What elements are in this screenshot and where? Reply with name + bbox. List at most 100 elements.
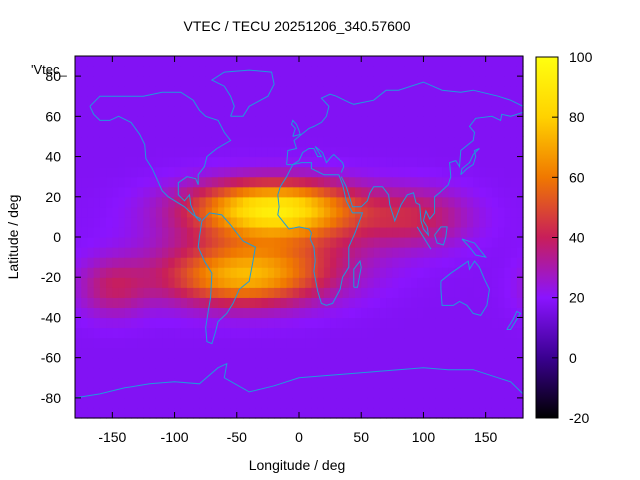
heatmap-cell [367,136,375,148]
heatmap-cell [473,377,481,389]
heatmap-cell [143,96,151,107]
heatmap-cell [510,327,518,339]
heatmap-cell [460,277,468,288]
heatmap-cell [149,347,157,359]
heatmap-cell [131,287,138,298]
heatmap-cell [510,196,518,208]
heatmap-cell [398,156,406,168]
heatmap-cell [336,216,344,228]
heatmap-cell [479,86,487,97]
heatmap-cell [305,357,313,369]
heatmap-cell [311,307,319,319]
heatmap-cell [448,136,456,148]
heatmap-cell [299,66,306,77]
heatmap-cell [137,126,145,138]
heatmap-cell [442,237,449,248]
heatmap-cell [448,196,456,208]
heatmap-cell [417,397,425,409]
heatmap-cell [398,86,406,97]
heatmap-cell [286,237,294,248]
heatmap-cell [348,247,356,258]
heatmap-cell [249,317,257,329]
heatmap-cell [193,146,201,158]
heatmap-cell [280,146,288,158]
heatmap-cell [118,387,126,399]
heatmap-cell [211,377,219,389]
heatmap-cell [342,377,350,389]
heatmap-cell [236,357,244,369]
heatmap-cell [379,297,387,308]
heatmap-cell [87,136,95,148]
heatmap-cell [131,186,138,198]
heatmap-cell [75,277,82,288]
heatmap-cell [131,126,138,138]
heatmap-cell [187,247,194,258]
heatmap-cell [149,387,157,399]
heatmap-cell [193,76,201,87]
heatmap-cell [174,317,182,329]
heatmap-cell [429,116,437,127]
heatmap-cell [99,166,107,178]
heatmap-cell [236,116,244,127]
heatmap-cell [498,196,505,208]
heatmap-cell [510,387,518,399]
heatmap-cell [274,257,281,268]
heatmap-cell [336,56,344,67]
heatmap-cell [442,247,449,258]
heatmap-cell [267,126,275,138]
x-tick-label: 150 [474,429,498,445]
heatmap-cell [498,287,505,298]
heatmap-cell [473,226,481,238]
heatmap-cell [168,307,176,319]
heatmap-cell [261,267,269,278]
heatmap-cell [162,287,169,298]
heatmap-cell [280,206,288,218]
heatmap-cell [355,206,362,218]
heatmap-cell [317,267,325,278]
heatmap-cell [255,136,263,148]
heatmap-cell [131,136,138,148]
heatmap-cell [361,86,369,97]
heatmap-cell [348,407,356,419]
heatmap-cell [504,237,512,248]
heatmap-cell [162,86,169,97]
heatmap-cell [131,66,138,77]
heatmap-cell [106,186,113,198]
heatmap-cell [286,337,294,349]
heatmap-cell [286,377,294,389]
heatmap-cell [473,196,481,208]
heatmap-cell [218,267,225,278]
heatmap-cell [367,327,375,339]
heatmap-cell [498,317,505,329]
heatmap-cell [112,226,120,238]
heatmap-cell [155,66,163,77]
heatmap-cell [261,206,269,218]
heatmap-cell [473,186,481,198]
heatmap-cell [218,66,225,77]
heatmap-cell [187,237,194,248]
heatmap-cell [243,116,250,127]
heatmap-cell [168,237,176,248]
heatmap-cell [299,387,306,399]
heatmap-cell [137,156,145,168]
heatmap-cell [93,96,101,107]
heatmap-cell [311,327,319,339]
heatmap-cell [379,226,387,238]
heatmap-cell [386,206,393,218]
heatmap-cell [311,106,319,117]
heatmap-cell [243,126,250,138]
heatmap-cell [218,196,225,208]
heatmap-cell [336,337,344,349]
heatmap-cell [93,367,101,379]
heatmap-cell [118,56,126,67]
heatmap-cell [205,347,213,359]
heatmap-cell [435,146,443,158]
heatmap-cell [299,56,306,67]
heatmap-cell [404,347,412,359]
heatmap-cell [124,267,132,278]
heatmap-cell [286,66,294,77]
heatmap-cell [75,267,82,278]
heatmap-cell [174,76,182,87]
heatmap-cell [442,357,449,369]
heatmap-cell [155,317,163,329]
